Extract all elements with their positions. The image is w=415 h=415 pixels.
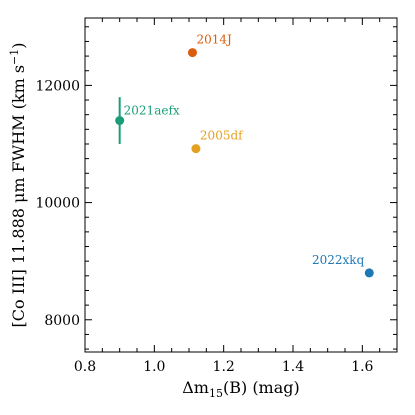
y-tick-label: 10000 xyxy=(35,196,80,212)
y-axis-title-close: ) xyxy=(9,42,28,48)
data-point-2022xkq xyxy=(364,268,374,278)
point-label: 2014J xyxy=(196,33,232,47)
plot-frame xyxy=(84,17,398,353)
point-label: 2021aefx xyxy=(124,104,180,118)
x-axis-title: Δm15(B) (mag) xyxy=(182,378,300,400)
y-tick-label: 8000 xyxy=(44,313,80,329)
data-point-2014J xyxy=(187,48,197,58)
data-point-2005df xyxy=(191,144,201,154)
x-axis-title-rest: (B) (mag) xyxy=(223,378,300,397)
data-point-2021aefx xyxy=(115,116,125,126)
x-axis-title-main: Δm xyxy=(182,378,209,397)
y-axis-title-superscript: −1 xyxy=(8,49,21,65)
y-axis-title-main: [Co III] 11.888 μm FWHM (km s xyxy=(9,65,28,328)
data-points: 2014J 2021aefx 2005df 2022xkq xyxy=(115,33,374,278)
y-tick-label: 12000 xyxy=(35,78,80,94)
x-tick-label: 0.8 xyxy=(74,359,96,375)
x-tick-label: 1.0 xyxy=(143,359,165,375)
point-label: 2022xkq xyxy=(312,253,365,267)
x-tick-label: 1.4 xyxy=(282,359,304,375)
x-tick-label: 1.6 xyxy=(351,359,373,375)
y-axis-title: [Co III] 11.888 μm FWHM (km s−1) xyxy=(8,42,28,327)
x-axis-title-subscript: 15 xyxy=(209,387,223,400)
x-tick-label: 1.2 xyxy=(213,359,235,375)
y-axis: 8000 10000 12000 xyxy=(35,26,397,350)
point-label: 2005df xyxy=(200,129,244,143)
x-axis: 0.8 1.0 1.2 1.4 1.6 xyxy=(74,18,398,375)
